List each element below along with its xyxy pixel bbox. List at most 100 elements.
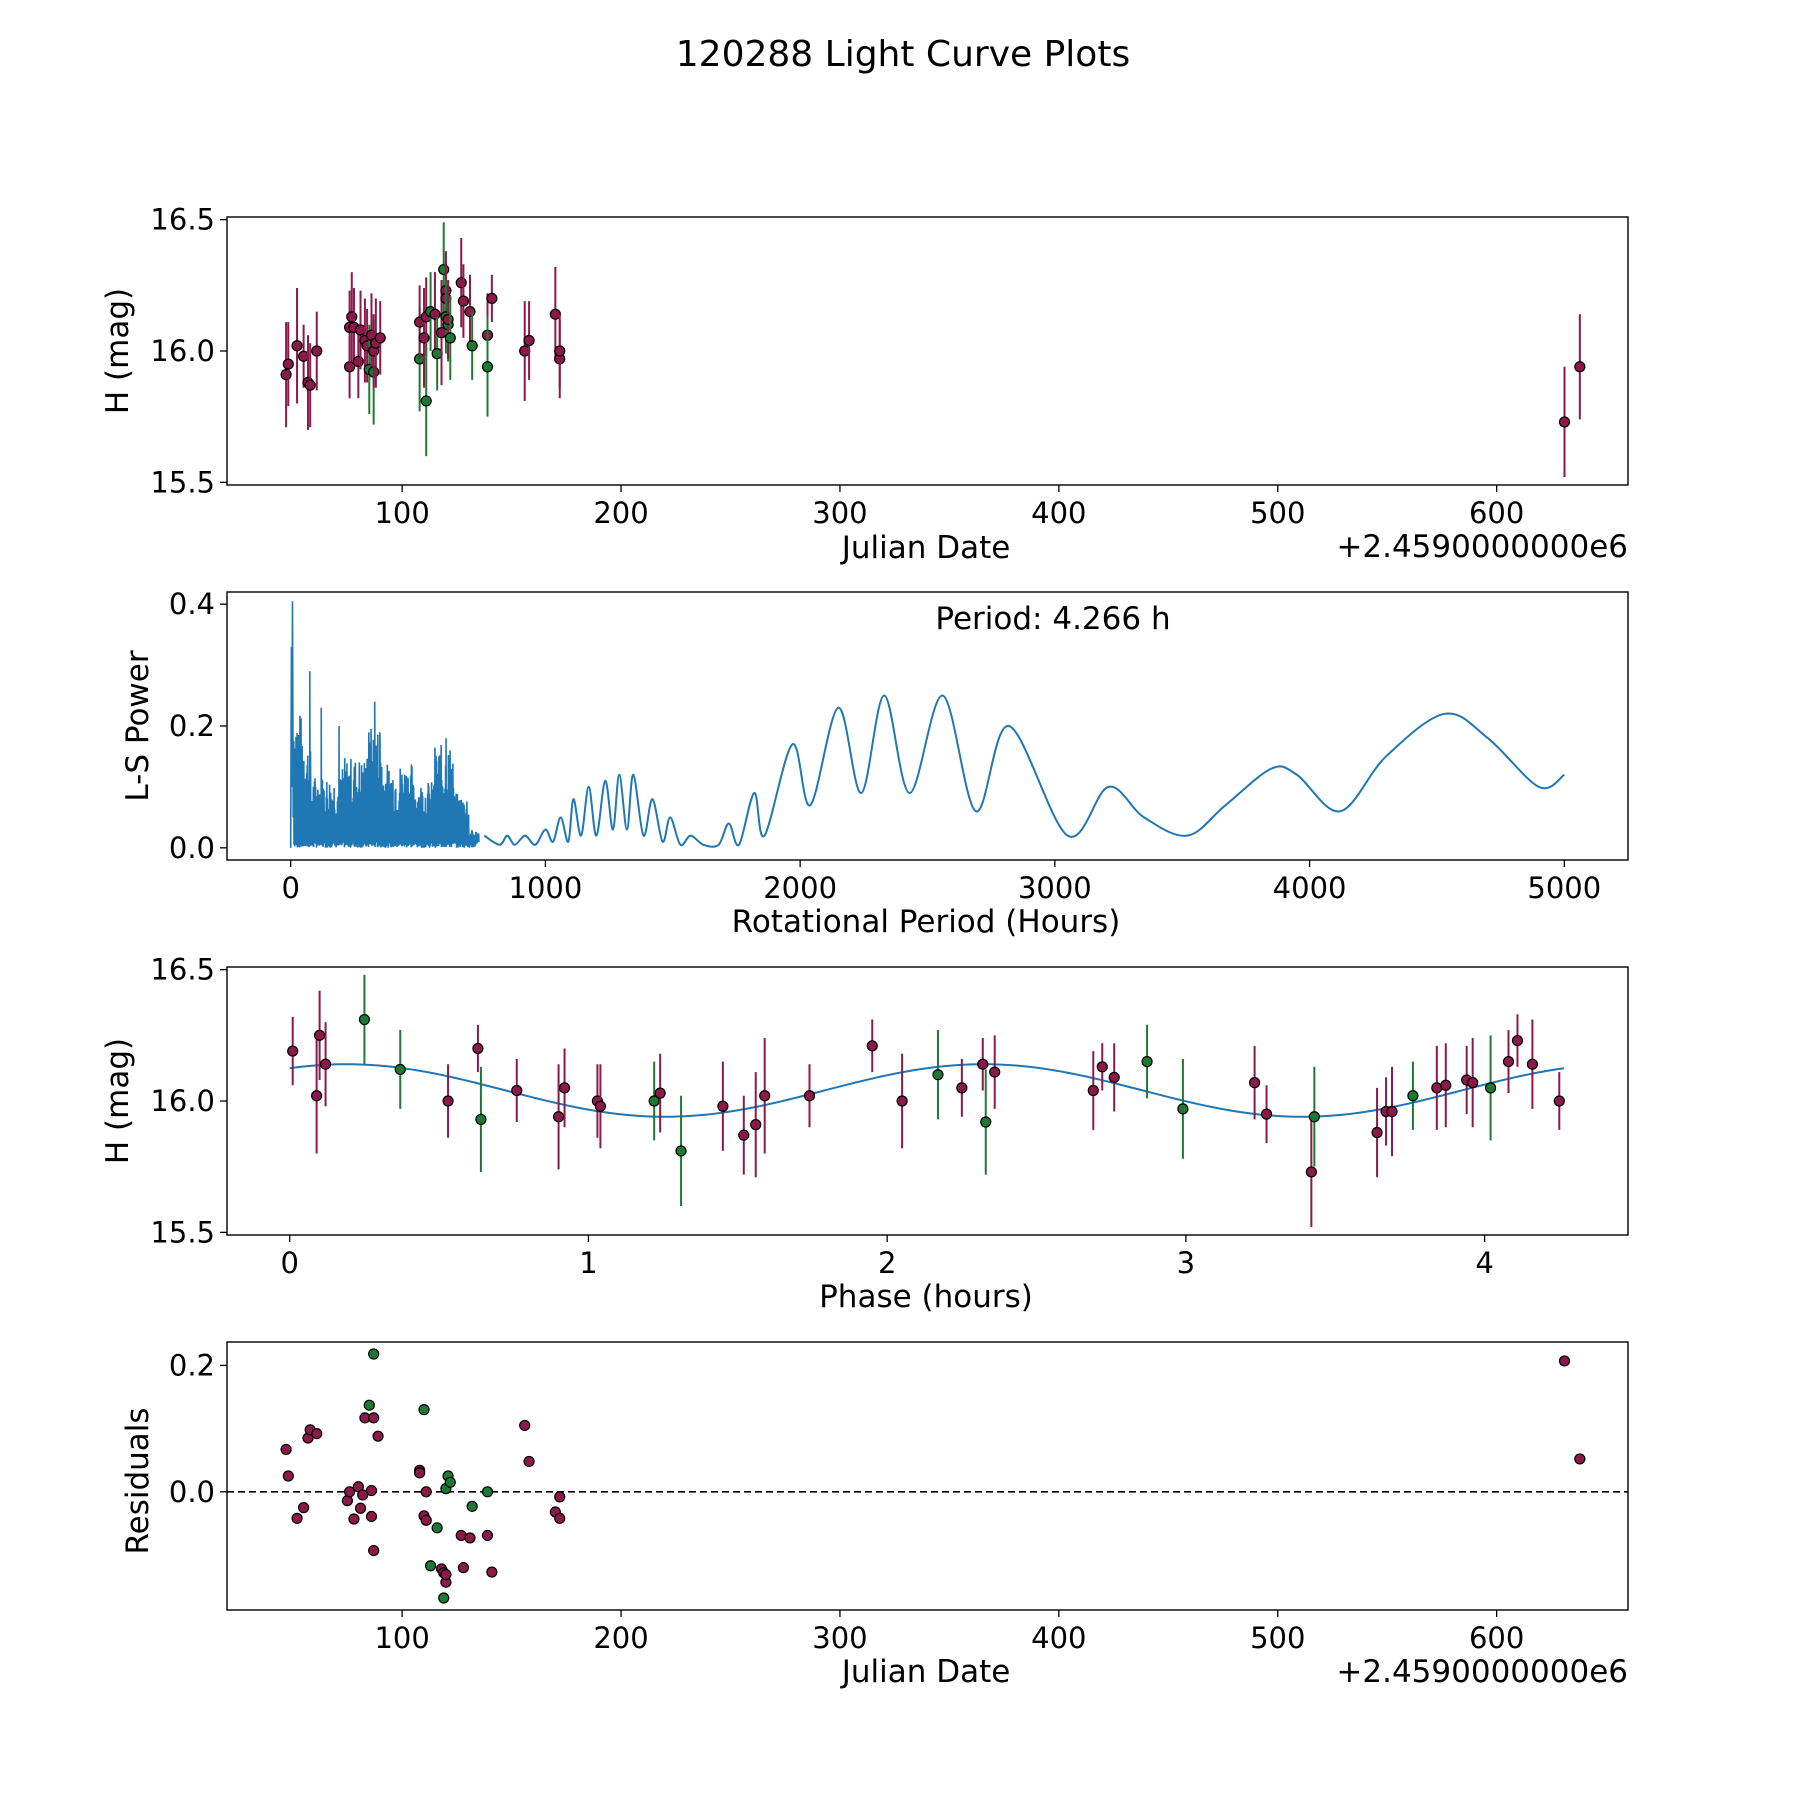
x-tick-label: 200 xyxy=(593,1621,648,1655)
phased-ticks: 0 1 2 3 4 15.5 16.0 16.5 xyxy=(150,953,1493,1280)
x-tick-label: 100 xyxy=(374,496,429,530)
data-point xyxy=(554,1512,566,1524)
data-point xyxy=(457,1562,470,1574)
data-point xyxy=(298,1502,310,1514)
data-point xyxy=(654,1087,666,1099)
data-point xyxy=(1371,1126,1383,1139)
data-point xyxy=(896,1095,908,1107)
data-point xyxy=(438,263,450,276)
residuals-plot-frame xyxy=(226,1341,1629,1611)
x-tick-label: 2 xyxy=(878,1246,896,1280)
data-point xyxy=(523,1455,535,1468)
residuals-x-label: Julian Date xyxy=(840,1654,1011,1690)
data-point xyxy=(1108,1071,1120,1083)
data-point xyxy=(558,1082,571,1094)
data-point xyxy=(980,1116,992,1128)
data-point xyxy=(1407,1090,1419,1102)
data-point xyxy=(1308,1111,1320,1123)
data-point xyxy=(420,1514,432,1526)
data-point xyxy=(1558,1355,1571,1367)
phased-y-label: H (mag) xyxy=(100,1038,136,1164)
x-tick-label: 2000 xyxy=(763,871,837,905)
data-point xyxy=(554,1491,566,1503)
x-tick-label: 400 xyxy=(1031,496,1086,530)
x-tick-label: 3000 xyxy=(1018,871,1092,905)
y-tick-label: 15.5 xyxy=(150,1215,215,1249)
data-point xyxy=(1502,1055,1515,1068)
x-tick-label: 0 xyxy=(281,1246,299,1280)
x-tick-label: 300 xyxy=(812,1621,867,1655)
data-point xyxy=(311,1428,323,1440)
data-point xyxy=(311,345,323,357)
periodogram-dense-line xyxy=(289,601,480,848)
data-point xyxy=(1558,416,1571,428)
data-point xyxy=(420,1486,432,1498)
data-point xyxy=(475,1113,487,1125)
x-tick-label: 500 xyxy=(1250,1621,1305,1655)
data-point xyxy=(418,1404,430,1416)
data-point xyxy=(372,1430,384,1442)
lightcurve-x-label: Julian Date xyxy=(840,530,1011,566)
x-tick-label: 200 xyxy=(593,496,648,530)
data-point xyxy=(282,358,294,370)
data-point xyxy=(374,332,386,344)
figure-title: 120288 Light Curve Plots xyxy=(676,34,1130,75)
y-tick-label: 16.0 xyxy=(150,1084,215,1118)
data-point xyxy=(1087,1084,1099,1097)
data-point xyxy=(738,1129,750,1141)
data-point xyxy=(291,340,303,352)
model-fit-line xyxy=(289,1063,1565,1118)
lightcurve-y-label: H (mag) xyxy=(100,288,136,414)
data-point xyxy=(675,1145,687,1157)
data-point xyxy=(365,1484,378,1497)
data-point xyxy=(314,1029,326,1041)
data-point xyxy=(750,1119,762,1131)
data-point xyxy=(803,1090,816,1102)
data-point xyxy=(414,1467,426,1479)
data-point xyxy=(304,379,316,391)
periodogram-x-label: Rotational Period (Hours) xyxy=(732,904,1121,940)
data-point xyxy=(594,1100,607,1112)
y-tick-label: 0.0 xyxy=(169,831,215,865)
y-tick-label: 16.5 xyxy=(150,953,215,987)
data-point xyxy=(438,1592,450,1604)
data-point xyxy=(444,1476,456,1488)
data-point xyxy=(287,1045,299,1057)
data-point xyxy=(1177,1103,1189,1115)
x-tick-label: 4000 xyxy=(1273,871,1347,905)
data-point xyxy=(311,1090,323,1102)
data-point xyxy=(282,1470,294,1482)
data-point xyxy=(319,1058,332,1070)
y-tick-label: 16.5 xyxy=(150,203,215,237)
y-tick-label: 16.0 xyxy=(150,334,215,368)
data-point xyxy=(464,305,476,318)
data-point xyxy=(348,1513,360,1525)
phased-model-curve xyxy=(289,1063,1565,1118)
y-tick-label: 15.5 xyxy=(150,465,215,499)
data-point xyxy=(280,1443,292,1456)
x-tick-label: 400 xyxy=(1031,1621,1086,1655)
data-point xyxy=(481,1486,494,1498)
data-point xyxy=(424,1560,437,1572)
data-point xyxy=(1096,1061,1108,1073)
data-point xyxy=(358,1013,371,1026)
phased-x-label: Phase (hours) xyxy=(819,1279,1033,1315)
data-point xyxy=(1386,1105,1398,1118)
data-point xyxy=(357,1489,369,1501)
lightcurve-panel: 100 200 300 400 500 600 15.5 16.0 16.5 Julian Da… xyxy=(100,203,1629,566)
data-point xyxy=(1526,1058,1539,1070)
data-point xyxy=(486,1566,498,1578)
residuals-x-offset: +2.4590000000e6 xyxy=(1336,1654,1628,1690)
y-tick-label: 0.2 xyxy=(169,709,215,743)
data-point xyxy=(343,1486,356,1498)
data-point xyxy=(472,1042,484,1055)
x-tick-label: 100 xyxy=(374,1621,429,1655)
data-point xyxy=(1574,361,1586,373)
data-point xyxy=(368,1544,380,1557)
data-point xyxy=(466,1500,478,1512)
data-point xyxy=(1511,1034,1524,1047)
data-point xyxy=(1574,1453,1586,1465)
data-point xyxy=(1467,1077,1479,1089)
data-point xyxy=(394,1063,406,1076)
residuals-y-label: Residuals xyxy=(120,1407,156,1554)
